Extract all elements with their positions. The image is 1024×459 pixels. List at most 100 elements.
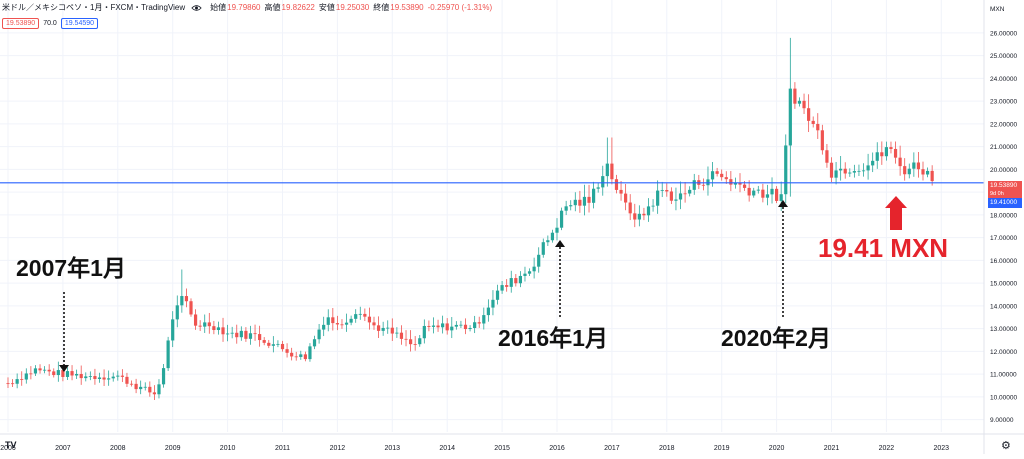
candle-body xyxy=(203,322,207,327)
candle-body xyxy=(925,170,930,175)
candle-body xyxy=(207,322,211,327)
candle-body xyxy=(184,296,189,302)
candle-body xyxy=(898,157,902,167)
candle-body xyxy=(6,383,10,385)
candle-body xyxy=(271,344,275,346)
candle-body xyxy=(15,379,19,384)
candle-body xyxy=(779,194,783,201)
candle-body xyxy=(619,189,623,194)
candle-body xyxy=(404,338,408,340)
annotation-2007: 2007年1月 xyxy=(16,255,126,281)
candle-body xyxy=(386,327,390,329)
candle-body xyxy=(742,184,747,188)
candle-body xyxy=(294,356,298,358)
candle-body xyxy=(409,339,413,345)
candle-body xyxy=(797,100,802,104)
candle-body xyxy=(326,317,330,325)
candle-body xyxy=(129,383,134,385)
callout-price: 19.41 MXN xyxy=(818,233,949,263)
candle-body xyxy=(97,377,102,379)
candle-body xyxy=(514,278,518,284)
candle-body xyxy=(674,199,678,201)
sell-button[interactable]: 19.53890 xyxy=(2,18,40,29)
candle-body xyxy=(312,339,317,347)
tradingview-logo-icon[interactable]: TV xyxy=(5,440,17,450)
high-value: 19.82622 xyxy=(281,3,315,12)
candle-body xyxy=(299,354,303,357)
settings-gear-icon[interactable]: ⚙ xyxy=(1001,440,1011,452)
candle-body xyxy=(193,314,198,326)
candle-body xyxy=(363,313,367,317)
candle-body xyxy=(889,147,893,149)
candle-body xyxy=(848,172,852,174)
candle-body xyxy=(688,189,692,194)
candle-body xyxy=(546,240,550,243)
candle-body xyxy=(829,162,834,178)
candle-body xyxy=(331,317,335,324)
candle-body xyxy=(107,378,111,380)
x-tick-label: 2011 xyxy=(275,445,290,452)
y-tick-label: 9.00000 xyxy=(990,417,1014,424)
candle-body xyxy=(756,189,760,191)
y-tick-label: 15.00000 xyxy=(990,281,1017,288)
symbol-title[interactable]: 米ドル／メキシコペソ・1月・FXCM・TradingView xyxy=(2,3,186,12)
candle-body xyxy=(518,275,522,284)
candle-body xyxy=(161,368,166,385)
open-label: 始値 xyxy=(210,3,227,12)
candle-body xyxy=(903,166,907,175)
candle-body xyxy=(56,370,60,376)
y-tick-label: 16.00000 xyxy=(990,258,1017,265)
candle-body xyxy=(761,189,765,198)
y-tick-label: 20.00000 xyxy=(990,167,1017,174)
y-tick-label: 10.00000 xyxy=(990,394,1017,401)
candle-body xyxy=(509,278,513,287)
candle-body xyxy=(10,383,15,385)
y-tick-label: 12.00000 xyxy=(990,349,1017,356)
candle-body xyxy=(88,376,92,377)
x-tick-label: 2014 xyxy=(439,445,455,452)
candle-body xyxy=(102,377,106,380)
candle-body xyxy=(678,193,683,200)
x-tick-label: 2013 xyxy=(385,445,401,452)
candle-body xyxy=(875,152,879,161)
candle-body xyxy=(907,168,911,175)
candle-body xyxy=(20,379,24,380)
eye-icon[interactable] xyxy=(191,4,202,12)
candle-body xyxy=(431,325,436,327)
candle-body xyxy=(816,123,820,131)
candle-body xyxy=(884,147,888,157)
candle-body xyxy=(454,324,458,327)
candle-body xyxy=(857,170,861,172)
last-price-tag: 19.53890 xyxy=(988,181,1022,191)
candle-body xyxy=(354,314,358,319)
candle-body xyxy=(244,330,248,339)
candle-body xyxy=(825,150,829,163)
candle-body xyxy=(930,170,934,182)
candle-body xyxy=(436,325,440,328)
candle-body xyxy=(477,322,481,324)
candle-body xyxy=(852,171,856,173)
candle-body xyxy=(308,346,312,360)
candle-body xyxy=(820,130,824,151)
candle-body xyxy=(729,179,733,185)
candle-body xyxy=(395,332,399,334)
candle-body xyxy=(916,162,921,170)
x-tick-label: 2019 xyxy=(714,445,730,452)
x-tick-label: 2006 xyxy=(0,445,16,452)
candle-body xyxy=(148,386,152,393)
candle-body xyxy=(559,210,564,228)
buy-button[interactable]: 19.54590 xyxy=(60,18,99,29)
candle-body xyxy=(216,327,221,331)
x-tick-label: 2020 xyxy=(769,445,785,452)
candle-body xyxy=(276,343,280,345)
candle-body xyxy=(139,386,143,390)
candle-body xyxy=(752,190,756,196)
candle-body xyxy=(399,332,404,339)
candle-body xyxy=(912,162,916,169)
symbol-header: 米ドル／メキシコペソ・1月・FXCM・TradingView 始値 19.7986… xyxy=(2,2,492,13)
candle-body xyxy=(43,369,47,371)
x-tick-label: 2023 xyxy=(934,445,950,452)
candle-body xyxy=(715,171,719,174)
